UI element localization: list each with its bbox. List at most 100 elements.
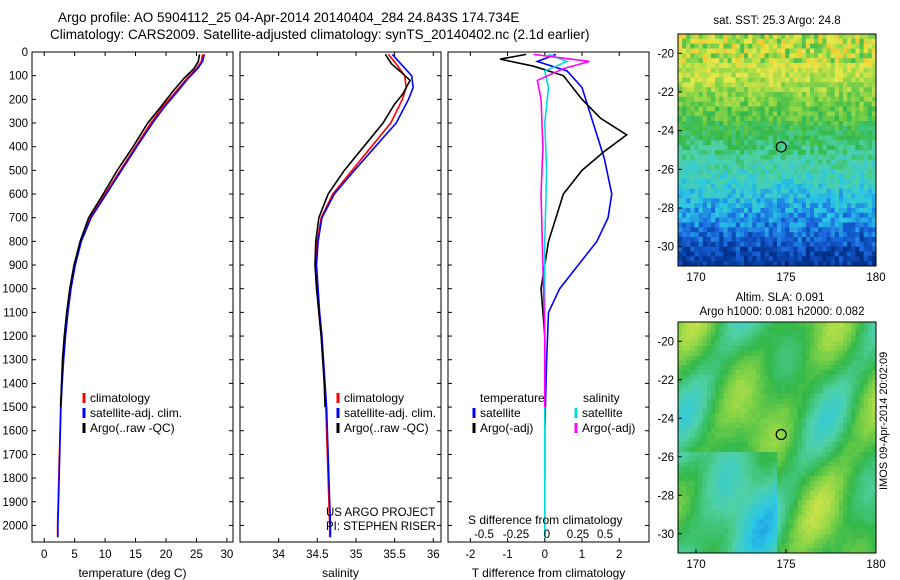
map-cell [744,504,749,511]
map-cell [744,519,749,525]
map-cell [826,106,832,112]
map-cell [826,461,832,467]
map-cell [851,48,856,54]
panel-frame-difference [447,51,650,543]
map-cell [785,246,790,252]
map-cell [855,500,860,506]
map-cell [781,456,786,462]
map-cell [744,533,749,539]
map-cell [814,360,819,366]
map-cell [818,480,823,487]
map-cell [682,384,687,390]
map-cell [814,67,819,74]
map-cell [694,261,700,267]
map-cell [702,326,708,333]
map-cell [744,246,749,252]
map-cell [711,222,716,228]
map-cell [764,38,770,45]
map-cell [814,130,819,136]
map-cell [756,326,761,333]
map-cell [797,198,803,204]
map-cell [764,548,770,554]
map-cell [756,261,761,267]
map-cell [801,326,807,333]
map-cell [702,101,708,107]
map-cell [851,466,856,472]
map-cell [768,63,774,69]
map-cell [805,82,811,88]
map-cell [830,528,836,535]
map-cell [694,169,700,175]
map-cell [760,461,766,467]
map-cell [719,121,724,127]
depth-tick-label: 600 [9,189,28,201]
map-cell [801,92,807,98]
map-cell [698,203,704,209]
map-cell [843,514,848,520]
map-cell [789,183,794,190]
map-cell [851,72,856,78]
map-cell [801,384,807,390]
map-cell [777,179,782,185]
map-cell [772,125,778,132]
map-cell [818,442,823,448]
map-cell [851,548,856,554]
map-cell [822,432,827,438]
map-cell [801,34,807,40]
map-cell [834,447,840,453]
map-cell [855,179,860,185]
map-cell [682,130,687,136]
map-cell [686,63,691,69]
map-cell [690,256,695,262]
map-cell [838,58,844,64]
map-cell [822,63,827,69]
map-cell [855,198,860,204]
map-cell [744,125,749,132]
map-cell [772,341,778,347]
map-cell [797,77,803,83]
map-cell [719,389,724,395]
map-cell [781,326,786,333]
map-cell [735,193,741,199]
map-cell [847,63,852,69]
map-cell [781,96,786,103]
map-cell [682,466,687,472]
map-cell [719,394,724,400]
map-cell [871,179,877,185]
map-cell [752,174,757,180]
map-cell [810,159,815,165]
map-cell [727,538,733,544]
map-cell [690,116,695,122]
map-cell [694,72,700,78]
map-cell [785,106,790,112]
map-cell [847,403,852,410]
map-cell [686,261,691,267]
map-cell [834,116,840,122]
map-cell [706,336,712,342]
map-cell [847,116,852,122]
map-cell [727,198,733,204]
map-cell [682,399,687,405]
map-cell [789,164,794,170]
map-cell [805,528,811,535]
map-cell [785,399,790,405]
map-cell [781,217,786,223]
map-cell [711,227,716,233]
map-cell [777,548,782,554]
map-cell [847,374,852,381]
map-cell [690,413,695,419]
map-cell [851,227,856,233]
map-cell [863,476,869,482]
map-cell [727,408,733,414]
map-cell [871,326,877,333]
map-cell [843,246,848,252]
map-cell [797,237,803,243]
map-cell [748,48,753,54]
map-cell [797,222,803,228]
map-cell [723,48,728,54]
map-cell [756,92,761,98]
map-cell [843,346,848,352]
map-cell [822,322,827,328]
map-cell [814,456,819,462]
map-cell [822,336,827,342]
